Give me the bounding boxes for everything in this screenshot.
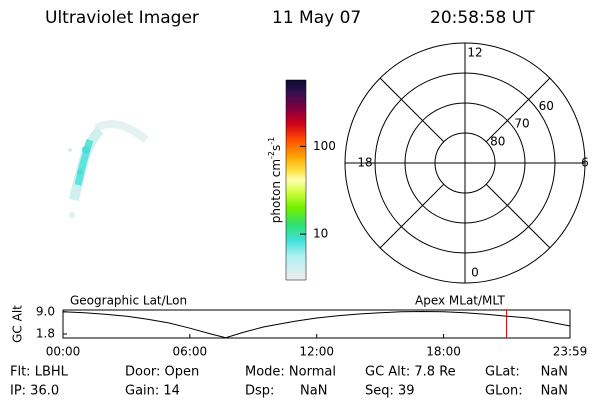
x-tick-label: 00:00 [46,345,81,359]
x-tick-label: 06:00 [173,345,208,359]
spoke [485,77,551,143]
label-exponent: -2 [267,151,276,159]
footer-cell: Seq: 39 [365,384,415,399]
date: 11 May 07 [272,8,361,28]
x-tick-label: 12:00 [299,345,334,359]
plot-frame [62,309,571,339]
x-tick-label: 18:00 [426,345,461,359]
mlt-label: 0 [471,266,479,280]
lat-label: 70 [514,117,529,131]
footer-cell: NaN [541,365,568,380]
footer-cell: Mode: Normal [245,365,336,380]
x-tick-label: 23:59 [553,345,588,359]
label-text: s [269,145,283,151]
mlt-label: 12 [467,46,482,60]
colorbar-label: photon cm-2s-1 [267,137,283,224]
y-tick-label: 1.8 [36,327,55,341]
mlt-label: 6 [581,156,589,170]
y-axis-label: GC Alt [11,305,25,343]
spoke [379,77,445,143]
footer-cell: NaN [541,384,568,399]
footer-cell: Gain: 14 [125,384,180,399]
altitude-line [62,310,571,339]
lat-label: 80 [490,134,505,148]
footer: Flt: LBHL Door: Open Mode: Normal GC Alt: 7… [10,365,568,399]
altitude-plot: Geographic Lat/Lon Apex MLat/MLT GC Alt 9.0… [11,294,588,359]
footer-cell: Flt: LBHL [10,365,69,380]
time: 20:58:58 UT [430,8,535,28]
colorbar-tick-label: 100 [313,139,336,153]
label-text: photon cm [269,159,283,223]
y-tick-label: 9.0 [36,304,55,318]
spoke [379,183,445,249]
lat-label: 60 [539,99,554,113]
right-label: Apex MLat/MLT [415,294,505,308]
title: Ultraviolet Imager [45,8,199,28]
colorbar [285,79,307,281]
mlt-label: 18 [357,156,372,170]
footer-cell: GC Alt: 7.8 Re [365,365,456,380]
colorbar-tick-label: 10 [313,227,328,241]
left-label: Geographic Lat/Lon [70,294,187,308]
footer-cell: GLat: [485,365,520,380]
footer-cell: NaN [300,384,327,399]
spoke [485,183,551,249]
auroral-image [68,120,149,218]
label-exponent: -1 [267,137,276,145]
footer-cell: Dsp: [245,384,274,399]
footer-cell: Door: Open [125,365,199,380]
footer-cell: IP: 36.0 [10,384,59,399]
footer-cell: GLon: [485,384,523,399]
